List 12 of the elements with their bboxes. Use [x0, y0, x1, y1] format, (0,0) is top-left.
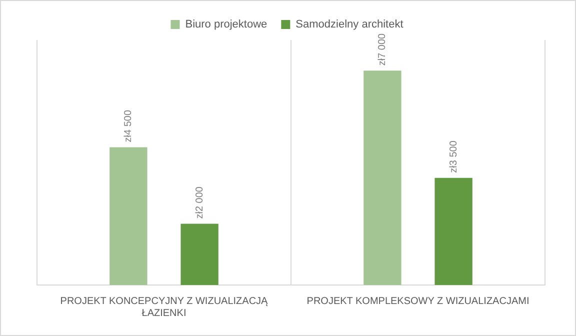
legend-label: Samodzielny architekt — [296, 18, 404, 31]
bar — [364, 70, 402, 285]
data-label: zł3 500 — [448, 140, 460, 173]
bar — [180, 224, 218, 285]
legend-label: Biuro projektowe — [185, 18, 268, 31]
data-label: zł4 500 — [123, 110, 134, 142]
x-tick-label: PROJEKT KOMPLEKSOWY Z WIZUALIZACJAMI — [306, 296, 530, 307]
x-tick-label: PROJEKT KONCEPCYJNY Z WIZUALIZACJĄ ŁAZIENKI — [60, 296, 268, 319]
data-label: zł7 000 — [377, 32, 388, 66]
bar — [434, 178, 472, 285]
data-label: zł2 000 — [194, 186, 206, 219]
bar — [110, 147, 148, 285]
